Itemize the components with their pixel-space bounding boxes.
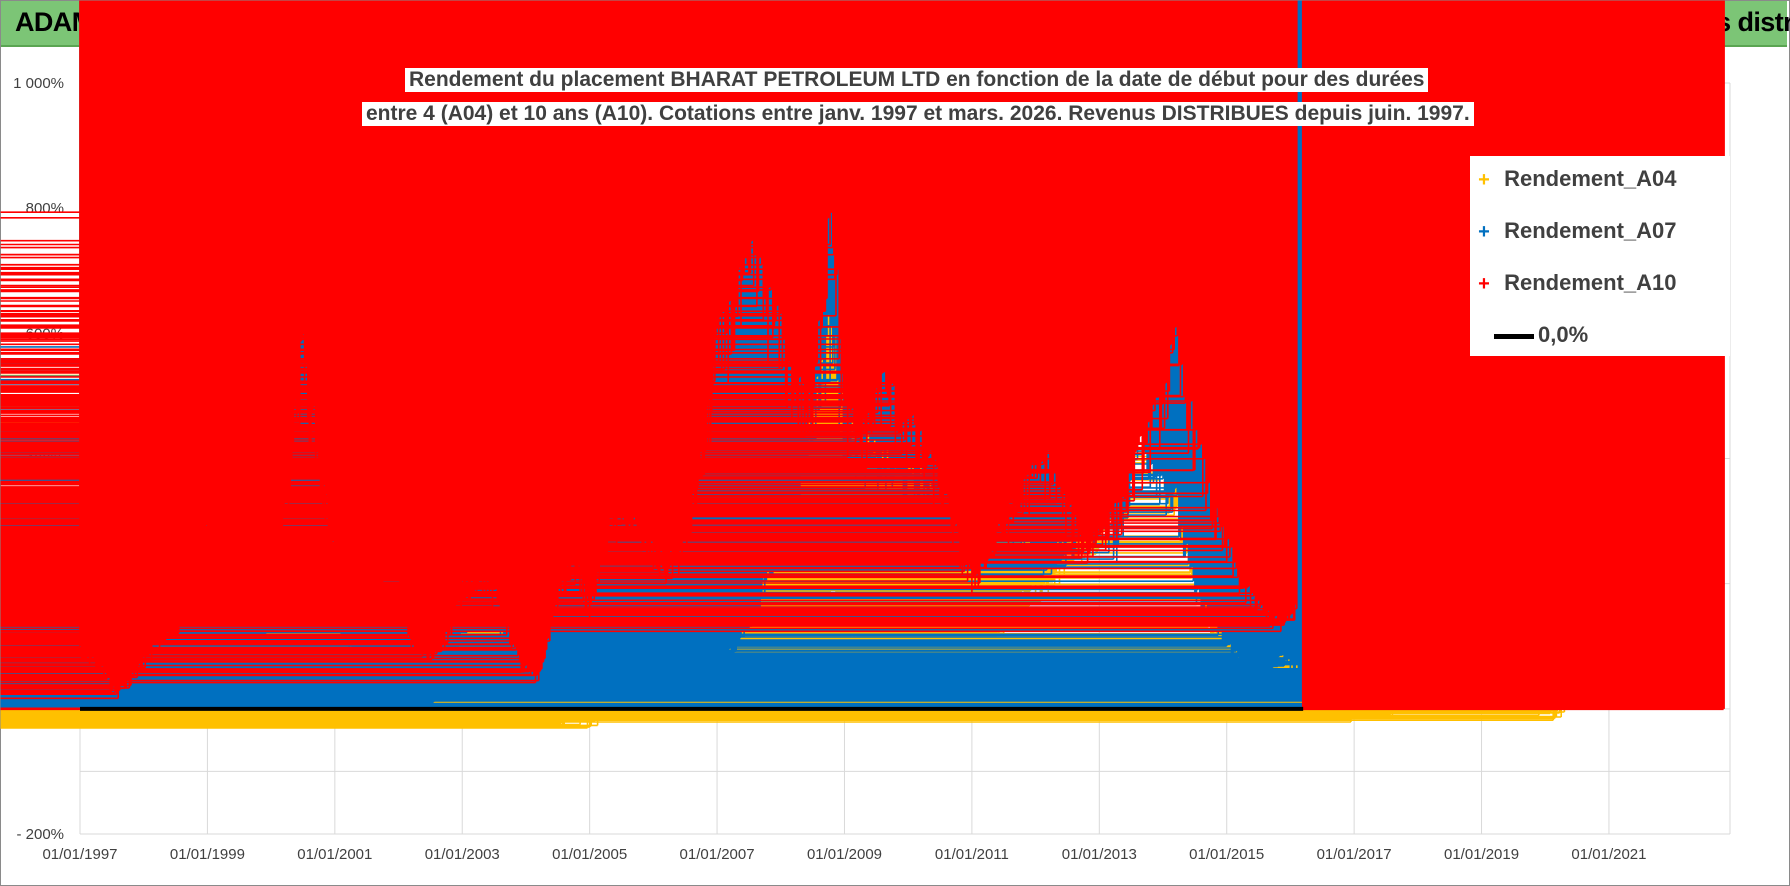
x-axis-labels: 01/01/1997 01/01/1999 01/01/2001 01/01/2003… [42,846,1646,863]
legend-label: Rendement_A04 [1504,166,1677,191]
chart-title-line-1: Rendement du placement BHARAT PETROLEUM … [405,68,1429,92]
plus-marker-icon: + [1478,169,1490,191]
series-rendement_a10 [0,0,1298,700]
chart-legend: + Rendement_A04 + Rendement_A07 + Rendem… [1470,156,1730,356]
x-tick-label: 01/01/2021 [1571,846,1646,863]
x-tick-label: 01/01/2019 [1444,846,1519,863]
legend-item-a07: + Rendement_A07 [1470,218,1677,244]
x-tick-label: 01/01/2017 [1317,846,1392,863]
legend-label: 0,0% [1538,322,1589,347]
series-rendement_a10_zero_tail [0,0,1725,711]
y-tick-label: 1 000% [13,75,64,92]
chart-title-line-2: entre 4 (A04) et 10 ans (A10). Cotations… [362,102,1474,126]
legend-item-zero-line: 0,0% [1494,322,1588,348]
y-tick-label: 800% [26,200,64,217]
y-tick-label: - 200% [16,826,64,843]
plus-marker-icon: + [1478,273,1490,295]
x-tick-label: 01/01/2015 [1189,846,1264,863]
line-marker-icon [1494,333,1534,339]
legend-item-a10: + Rendement_A10 [1470,270,1677,296]
legend-label: Rendement_A10 [1504,270,1677,295]
x-tick-label: 01/01/2011 [935,846,1009,863]
plus-marker-icon: + [1478,221,1490,243]
x-tick-label: 01/01/1999 [170,846,245,863]
legend-item-a04: + Rendement_A04 [1470,166,1677,192]
legend-label: Rendement_A07 [1504,218,1677,243]
x-tick-label: 01/01/2005 [552,846,627,863]
x-tick-label: 01/01/2003 [425,846,500,863]
x-tick-label: 01/01/2001 [297,846,372,863]
x-tick-label: 01/01/2013 [1062,846,1137,863]
x-tick-label: 01/01/2009 [807,846,882,863]
data-points [0,0,1725,729]
x-tick-label: 01/01/1997 [42,846,117,863]
x-tick-label: 01/01/2007 [680,846,755,863]
